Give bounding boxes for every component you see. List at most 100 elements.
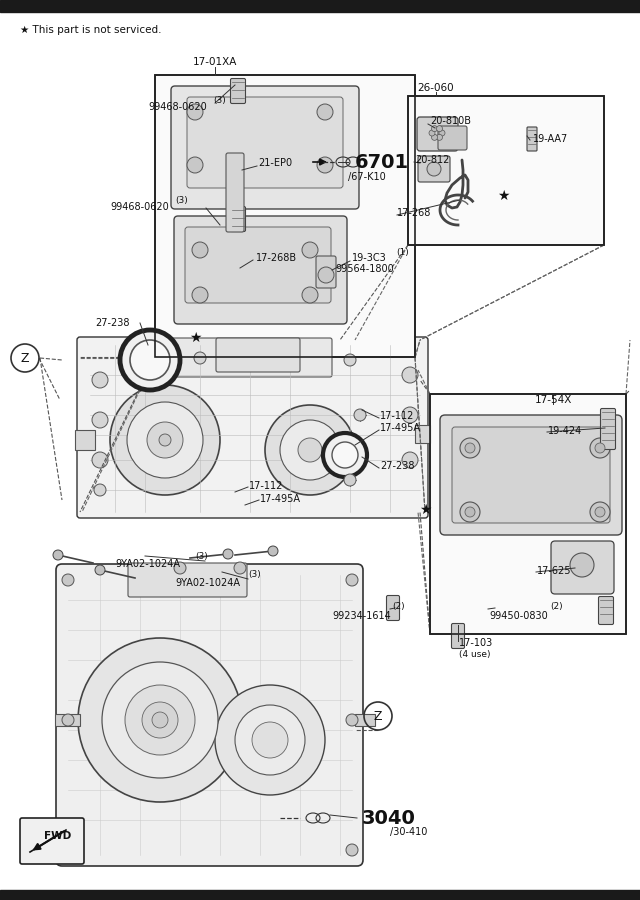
Circle shape bbox=[142, 702, 178, 738]
Circle shape bbox=[215, 685, 325, 795]
Text: FWD: FWD bbox=[44, 831, 72, 841]
Text: ★: ★ bbox=[189, 331, 201, 345]
Circle shape bbox=[280, 420, 340, 480]
FancyBboxPatch shape bbox=[226, 153, 244, 232]
Circle shape bbox=[302, 287, 318, 303]
Text: 19-AA7: 19-AA7 bbox=[533, 134, 568, 144]
Circle shape bbox=[95, 565, 105, 575]
Bar bbox=[415, 425, 430, 443]
Circle shape bbox=[460, 502, 480, 522]
Circle shape bbox=[402, 367, 418, 383]
Circle shape bbox=[92, 452, 108, 468]
Circle shape bbox=[570, 553, 594, 577]
Circle shape bbox=[187, 157, 203, 173]
Circle shape bbox=[192, 242, 208, 258]
Circle shape bbox=[244, 352, 256, 364]
Text: 99564-1800: 99564-1800 bbox=[335, 264, 394, 274]
Circle shape bbox=[92, 372, 108, 388]
Text: (3): (3) bbox=[248, 571, 260, 580]
Circle shape bbox=[120, 330, 180, 390]
Circle shape bbox=[252, 722, 288, 758]
Text: 19-424: 19-424 bbox=[548, 426, 582, 436]
Text: 19-3C3: 19-3C3 bbox=[352, 253, 387, 263]
Circle shape bbox=[346, 574, 358, 586]
Text: ★: ★ bbox=[497, 189, 509, 203]
FancyBboxPatch shape bbox=[451, 624, 465, 649]
Text: 17-112: 17-112 bbox=[380, 411, 414, 421]
Circle shape bbox=[427, 162, 441, 176]
Circle shape bbox=[595, 443, 605, 453]
Circle shape bbox=[431, 134, 438, 140]
Text: 3040: 3040 bbox=[362, 808, 416, 827]
Circle shape bbox=[110, 385, 220, 495]
Text: (3): (3) bbox=[195, 552, 208, 561]
Text: (2): (2) bbox=[550, 602, 563, 611]
Circle shape bbox=[234, 562, 246, 574]
Circle shape bbox=[346, 844, 358, 856]
Text: 17-495A: 17-495A bbox=[380, 423, 421, 433]
Circle shape bbox=[590, 438, 610, 458]
Text: 17-54X: 17-54X bbox=[534, 395, 572, 405]
Circle shape bbox=[62, 714, 74, 726]
Bar bbox=[55, 714, 80, 726]
Circle shape bbox=[460, 438, 480, 458]
Text: 99468-0620: 99468-0620 bbox=[110, 202, 169, 212]
Circle shape bbox=[402, 452, 418, 468]
Circle shape bbox=[439, 130, 445, 136]
Text: (3): (3) bbox=[175, 195, 188, 204]
Circle shape bbox=[431, 126, 438, 131]
Circle shape bbox=[174, 562, 186, 574]
FancyBboxPatch shape bbox=[440, 415, 622, 535]
FancyBboxPatch shape bbox=[128, 563, 247, 597]
Circle shape bbox=[94, 484, 106, 496]
Circle shape bbox=[53, 550, 63, 560]
Text: (1): (1) bbox=[396, 248, 409, 257]
Circle shape bbox=[344, 474, 356, 486]
Text: 17-103: 17-103 bbox=[459, 638, 493, 648]
Text: 9YA02-1024A: 9YA02-1024A bbox=[175, 578, 240, 588]
Circle shape bbox=[344, 354, 356, 366]
FancyBboxPatch shape bbox=[418, 156, 450, 182]
Text: 26-060: 26-060 bbox=[418, 83, 454, 93]
FancyBboxPatch shape bbox=[20, 818, 84, 864]
Circle shape bbox=[465, 507, 475, 517]
Circle shape bbox=[127, 402, 203, 478]
Circle shape bbox=[590, 502, 610, 522]
Circle shape bbox=[192, 287, 208, 303]
FancyBboxPatch shape bbox=[316, 256, 336, 288]
Circle shape bbox=[152, 712, 168, 728]
Bar bbox=[408, 96, 604, 245]
Circle shape bbox=[317, 157, 333, 173]
Circle shape bbox=[465, 443, 475, 453]
FancyBboxPatch shape bbox=[387, 596, 399, 620]
Bar bbox=[75, 430, 95, 450]
Bar bbox=[155, 75, 415, 357]
Bar bbox=[430, 394, 626, 634]
Bar bbox=[155, 75, 415, 357]
Text: 99450-0830: 99450-0830 bbox=[489, 611, 548, 621]
Text: 99468-0620: 99468-0620 bbox=[148, 102, 207, 112]
Text: 99234-1614: 99234-1614 bbox=[332, 611, 391, 621]
Circle shape bbox=[302, 242, 318, 258]
Circle shape bbox=[332, 442, 358, 468]
Circle shape bbox=[187, 104, 203, 120]
Circle shape bbox=[78, 638, 242, 802]
Text: 6701: 6701 bbox=[355, 152, 409, 172]
FancyBboxPatch shape bbox=[174, 216, 347, 324]
Text: 27-238: 27-238 bbox=[380, 461, 415, 471]
Text: 20-812: 20-812 bbox=[415, 155, 449, 165]
Text: /30-410: /30-410 bbox=[390, 827, 428, 837]
FancyBboxPatch shape bbox=[438, 126, 467, 150]
FancyBboxPatch shape bbox=[600, 409, 616, 449]
Circle shape bbox=[354, 409, 366, 421]
Circle shape bbox=[223, 549, 233, 559]
Circle shape bbox=[62, 844, 74, 856]
Text: 17-625: 17-625 bbox=[537, 566, 572, 576]
Circle shape bbox=[235, 705, 305, 775]
Text: 27-238: 27-238 bbox=[95, 318, 129, 328]
FancyBboxPatch shape bbox=[216, 338, 300, 372]
Circle shape bbox=[595, 507, 605, 517]
FancyBboxPatch shape bbox=[56, 564, 363, 866]
Text: Z: Z bbox=[374, 709, 382, 723]
Circle shape bbox=[147, 422, 183, 458]
